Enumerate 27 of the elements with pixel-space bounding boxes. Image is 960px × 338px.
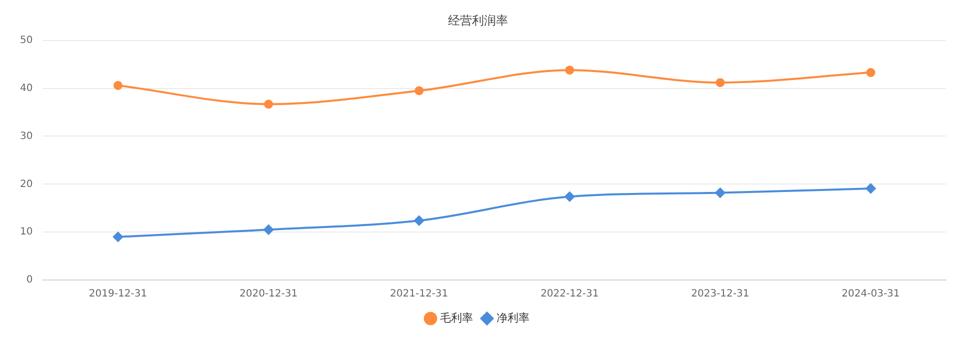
y-tick-label: 50 [20,34,33,46]
chart-title: 经营利润率 [448,13,508,28]
point [414,86,424,96]
point [715,188,726,198]
y-tick-label: 40 [20,82,33,94]
x-tick-label: 2019-12-31 [88,288,148,300]
legend-label: 毛利率 [440,311,473,324]
x-tick-label: 2021-12-31 [390,288,448,300]
y-tick-label: 0 [26,274,33,286]
point [114,80,122,90]
point [414,216,424,226]
point [866,183,876,194]
point [564,192,575,202]
point [113,232,123,242]
y-tick-label: 20 [20,178,33,190]
point [264,224,274,235]
y-tick-label: 10 [20,226,33,238]
point [264,100,274,109]
point [716,78,725,88]
x-tick-label: 2020-12-31 [239,288,298,300]
point [565,66,574,75]
legend-label: 净利率 [496,311,530,324]
x-tick-label: 2022-12-31 [540,288,599,300]
x-tick-label: 2023-12-31 [691,288,750,300]
point [866,68,876,78]
x-tick-label: 2024-03-31 [842,288,900,300]
y-tick-label: 30 [20,130,33,142]
